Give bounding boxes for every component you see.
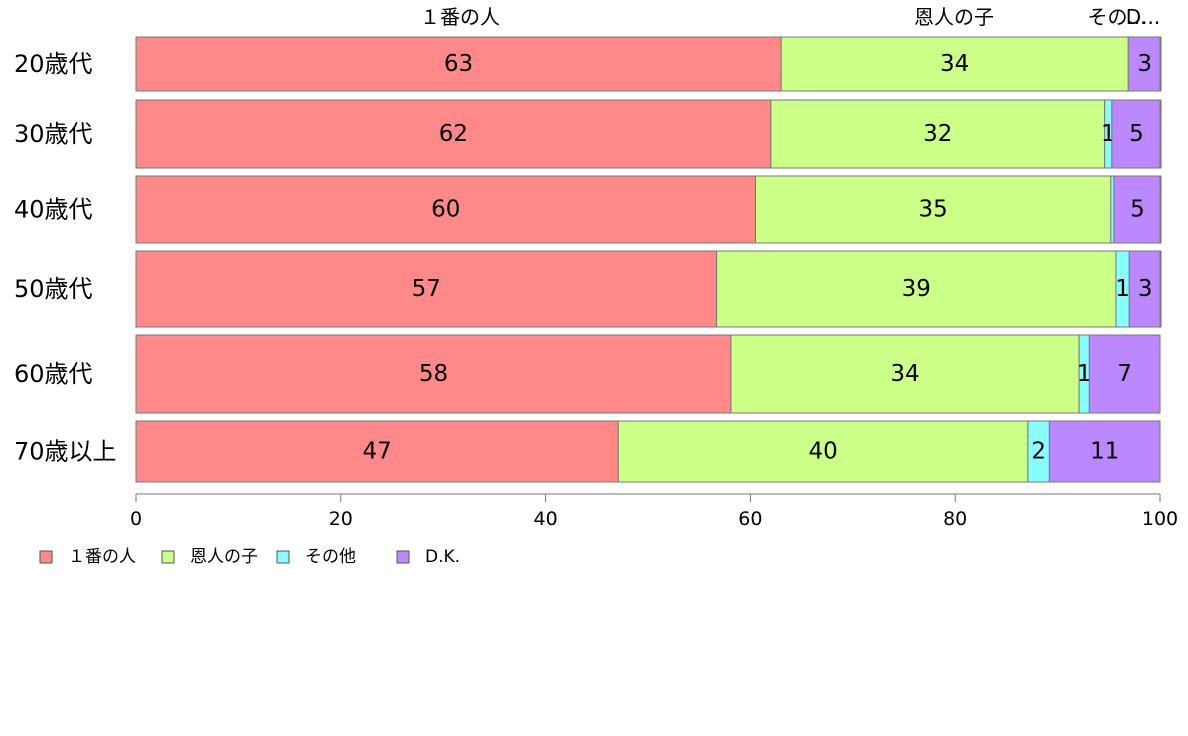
legend-swatch: [161, 550, 175, 564]
top-label-0: １番の人: [420, 5, 500, 29]
bar-segment: [716, 250, 1117, 328]
x-tick-label: 80: [943, 508, 967, 530]
bar-frame: [135, 36, 1161, 92]
legend-label: 恩人の子: [190, 547, 258, 567]
legend-label: その他: [305, 547, 356, 567]
data-label: 35: [919, 197, 948, 223]
data-label: 40: [808, 439, 837, 465]
legend-swatch: [39, 550, 53, 564]
bar-segment: [617, 420, 1029, 483]
data-label: 63: [444, 51, 473, 77]
bar-frame: [135, 420, 1161, 483]
data-label: 34: [890, 361, 919, 387]
bars-area: 63 34 362 32 1 560 35 557 39 1 358 34 1 747 40 2 11: [135, 36, 1162, 483]
bar-frame: [135, 175, 1161, 244]
bar-segment: [1127, 36, 1162, 92]
category-labels: 20歳代 30歳代 40歳代 50歳代 60歳代 70歳以上: [14, 50, 117, 466]
top-series-labels: １番の人 恩人の子 その...D...: [420, 5, 1160, 29]
bar-frame: [135, 250, 1161, 328]
bar-frame: [135, 99, 1161, 169]
data-label: 47: [363, 439, 392, 465]
bar-segment: [755, 175, 1112, 244]
data-label: 60: [431, 197, 460, 223]
legend-swatch: [276, 550, 290, 564]
x-tick-label: 40: [534, 508, 558, 530]
bar-segment: [135, 334, 732, 414]
x-axis: 0 20 40 60 80 100: [130, 493, 1178, 530]
bar-segment: [135, 420, 619, 483]
x-tick-label: 60: [738, 508, 762, 530]
x-tick-label: 0: [130, 508, 142, 530]
category-label: 20歳代: [14, 50, 93, 78]
bar-segment: [135, 36, 782, 92]
category-label: 40歳代: [14, 196, 93, 224]
bar-frame: [135, 334, 1161, 414]
bar-segment: [1113, 175, 1162, 244]
top-label-1: 恩人の子: [914, 5, 994, 29]
data-label: 62: [439, 121, 468, 147]
bar-segment: [730, 334, 1080, 414]
legend-label: D.K.: [425, 547, 460, 567]
data-label: 5: [1130, 197, 1145, 223]
legend: １番の人 恩人の子 その他 D.K.: [39, 547, 460, 567]
data-label: 11: [1090, 439, 1119, 465]
data-label: 1: [1115, 276, 1130, 302]
category-label: 50歳代: [14, 275, 93, 303]
data-label: 32: [923, 121, 952, 147]
data-label: 3: [1138, 276, 1153, 302]
legend-label: １番の人: [68, 547, 136, 567]
data-label: 58: [419, 361, 448, 387]
data-label: 2: [1031, 439, 1046, 465]
bar-segment: [135, 99, 772, 169]
data-label: 1: [1077, 361, 1092, 387]
bar-segment: [135, 250, 718, 328]
x-tick-label: 20: [329, 508, 353, 530]
data-label: 57: [412, 276, 441, 302]
bar-segment: [1128, 250, 1162, 328]
category-label: 30歳代: [14, 120, 93, 148]
data-label: 3: [1137, 51, 1152, 77]
top-label-3: D...: [1126, 5, 1160, 29]
top-label-2: その...: [1087, 5, 1146, 29]
data-label: 7: [1117, 361, 1132, 387]
bar-segment: [1048, 420, 1161, 483]
legend-swatch: [396, 550, 410, 564]
bar-segment: [770, 99, 1106, 169]
data-label: 34: [940, 51, 969, 77]
x-tick-label: 100: [1142, 508, 1178, 530]
data-label: 39: [902, 276, 931, 302]
category-label: 60歳代: [14, 360, 93, 388]
category-label: 70歳以上: [14, 438, 117, 466]
data-label: 5: [1129, 121, 1144, 147]
